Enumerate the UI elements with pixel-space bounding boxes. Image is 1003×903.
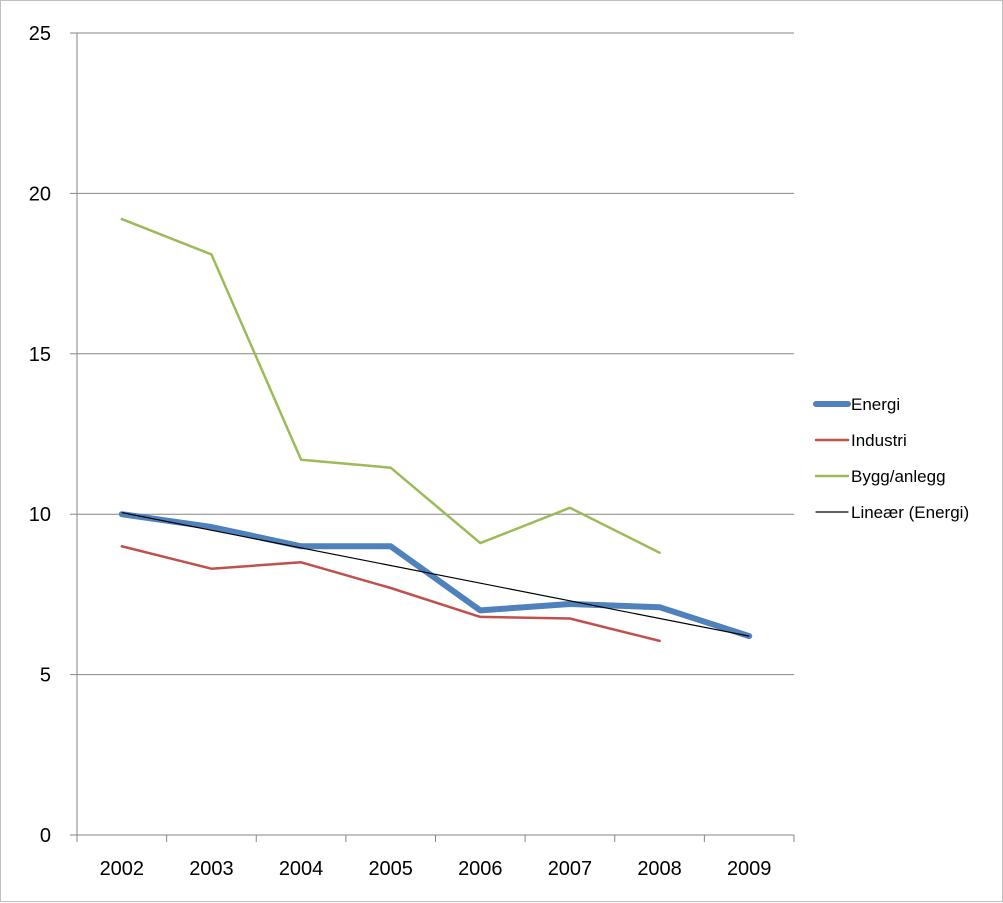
- y-tick-label: 25: [29, 23, 51, 45]
- gridlines: [77, 32, 794, 676]
- legend-label: Industri: [851, 431, 907, 450]
- x-tick-label: 2008: [637, 858, 682, 880]
- legend-label: Lineær (Energi): [851, 503, 969, 522]
- x-tick-label: 2006: [458, 858, 503, 880]
- x-tick-label: 2007: [548, 858, 593, 880]
- x-tick-label: 2003: [189, 858, 234, 880]
- y-tick-label: 20: [29, 183, 51, 205]
- series-line-energi: [118, 511, 753, 640]
- x-tick-label: 2004: [279, 858, 324, 880]
- legend-label: Energi: [851, 395, 900, 414]
- y-tick-label: 15: [29, 344, 51, 366]
- y-tick-label: 5: [40, 665, 51, 687]
- x-tick-label: 2002: [100, 858, 145, 880]
- series-lines: [118, 217, 753, 643]
- axes: 0 5 10 15 20 25 2002 2003 2004 2005 2006 2007 2008 20…: [29, 23, 795, 880]
- series-line-bygg-anlegg: [120, 217, 661, 554]
- x-tick-label: 2005: [368, 858, 413, 880]
- legend-label: Bygg/anlegg: [851, 467, 946, 486]
- trendline-energi: [121, 512, 750, 637]
- legend: Energi Industri Bygg/anlegg Lineær (Energi): [813, 395, 969, 522]
- series-line-industri: [120, 545, 661, 643]
- y-tick-label: 10: [29, 504, 51, 526]
- y-tick-label: 0: [40, 825, 51, 847]
- x-tick-label: 2009: [727, 858, 772, 880]
